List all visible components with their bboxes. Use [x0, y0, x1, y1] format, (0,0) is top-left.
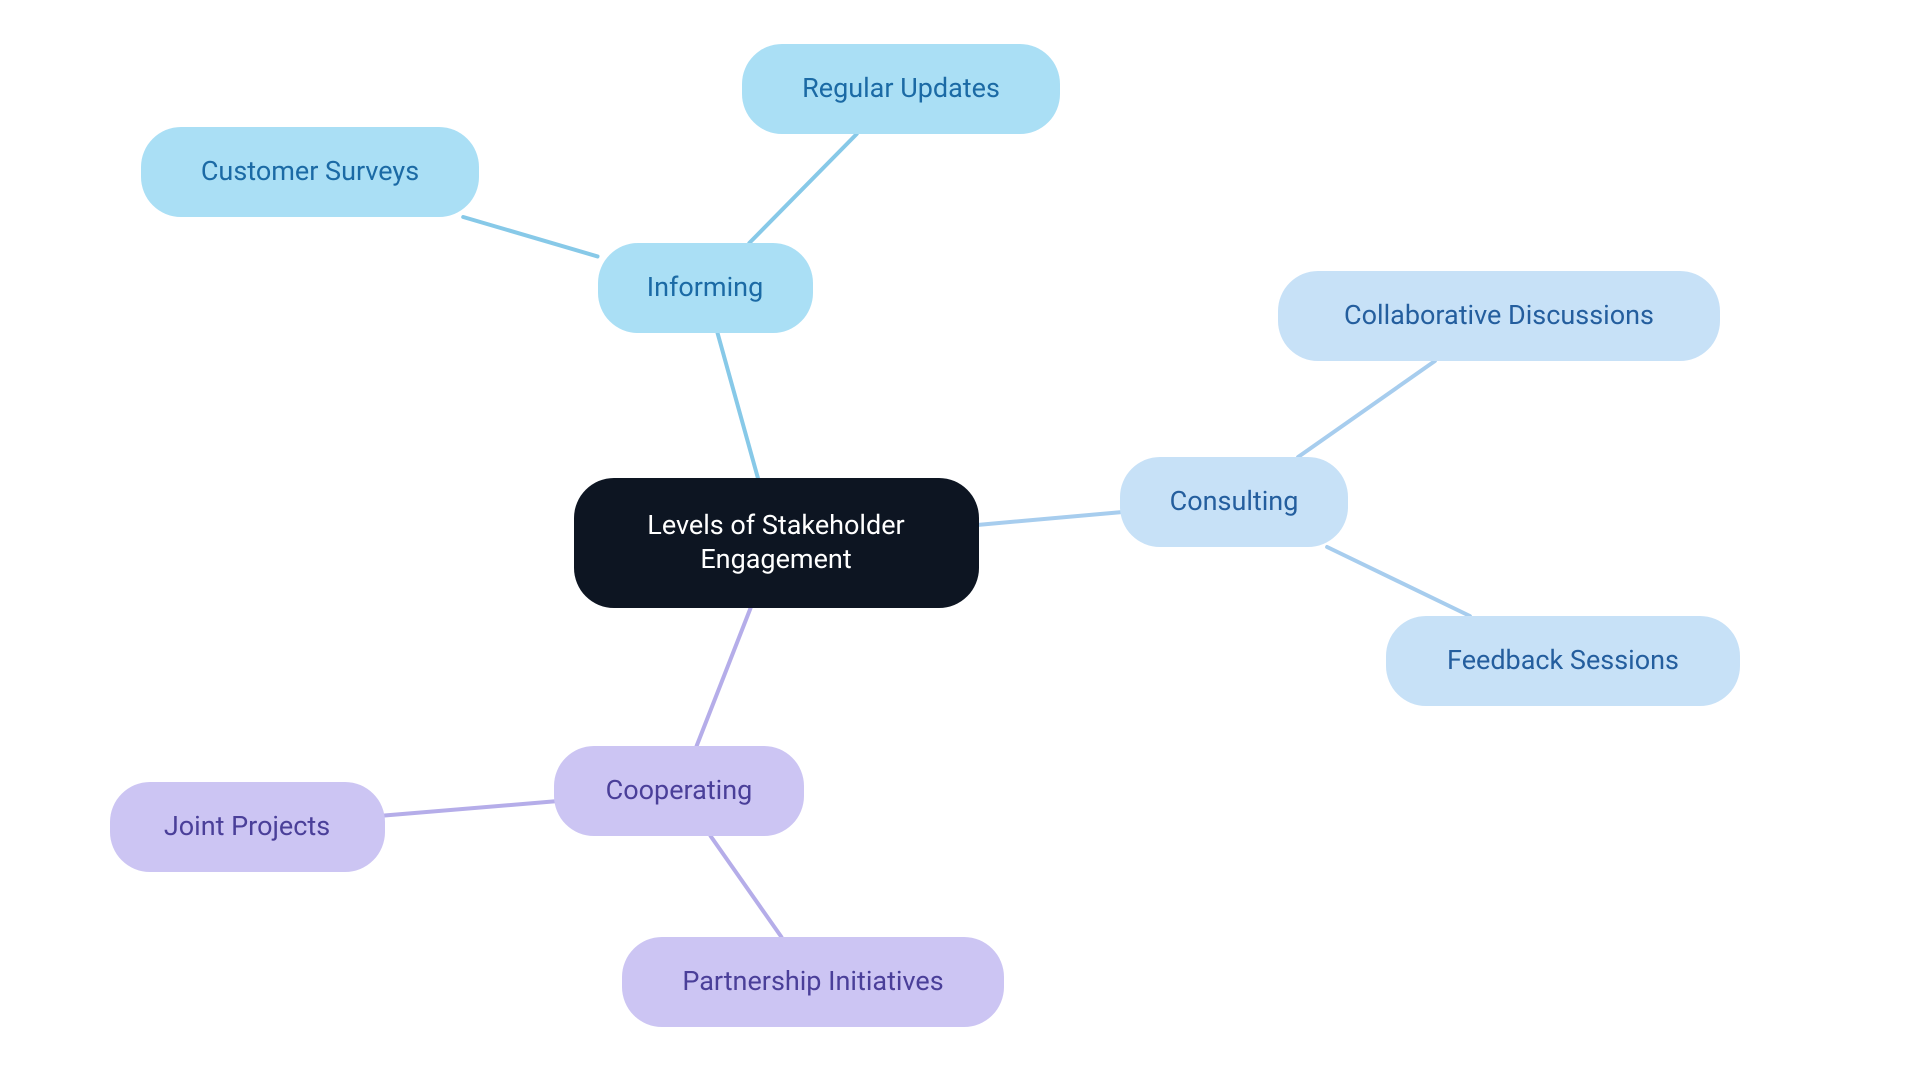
node-cooperating: Cooperating [554, 746, 804, 836]
edge [697, 608, 751, 746]
node-label: Levels of Stakeholder Engagement [604, 509, 949, 577]
node-root: Levels of Stakeholder Engagement [574, 478, 979, 608]
edge [979, 512, 1121, 525]
node-label: Customer Surveys [201, 155, 419, 189]
node-label: Joint Projects [164, 810, 330, 844]
node-collaborative-discussions: Collaborative Discussions [1278, 271, 1720, 361]
node-label: Consulting [1170, 485, 1299, 519]
node-informing: Informing [598, 243, 813, 333]
node-joint-projects: Joint Projects [110, 782, 385, 872]
node-feedback-sessions: Feedback Sessions [1386, 616, 1740, 706]
edge [385, 801, 555, 815]
node-consulting: Consulting [1120, 457, 1348, 547]
node-customer-surveys: Customer Surveys [141, 127, 479, 217]
edge [1298, 361, 1435, 457]
node-label: Informing [647, 271, 764, 305]
node-label: Cooperating [606, 774, 753, 808]
edge [718, 333, 758, 478]
node-regular-updates: Regular Updates [742, 44, 1060, 134]
node-partnership-initiatives: Partnership Initiatives [622, 937, 1004, 1027]
edge [1327, 547, 1470, 616]
edge [463, 217, 597, 256]
node-label: Regular Updates [802, 72, 1000, 106]
node-label: Partnership Initiatives [682, 965, 943, 999]
diagram-canvas: Levels of Stakeholder Engagement Informi… [0, 0, 1920, 1083]
node-label: Collaborative Discussions [1344, 299, 1654, 333]
edge [711, 836, 782, 937]
node-label: Feedback Sessions [1447, 644, 1679, 678]
edge [749, 134, 856, 243]
